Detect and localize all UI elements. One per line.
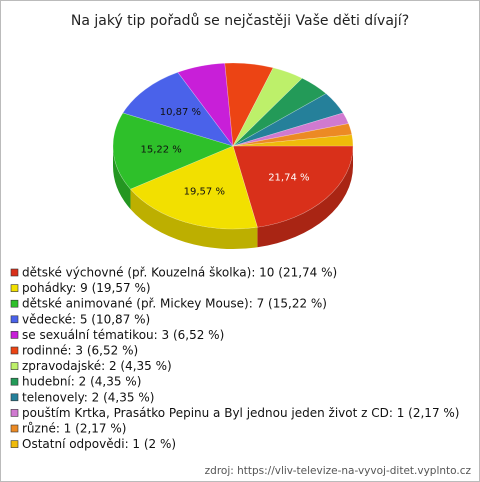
legend-label: se sexuální tématikou: 3 (6,52 %) [22,328,224,342]
legend-swatch [10,424,19,433]
slice [232,77,327,147]
legend-label: hudební: 2 (4,35 %) [22,375,141,389]
legend-swatch [10,299,19,308]
source: zdroj: https://vliv-televize-na-vyvoj-di… [205,465,472,477]
legend-swatch [10,346,19,355]
legend-swatch [10,377,19,386]
slice-side [130,189,258,249]
slice-side [113,146,131,210]
legend-label: různé: 1 (2,17 %) [22,422,126,436]
slice [232,134,354,147]
slice [232,112,349,147]
slice [112,112,234,190]
slice [224,62,274,148]
slice [232,67,303,147]
legend-swatch [10,331,19,339]
slice-label: 15,22 % [141,144,182,155]
legend-swatch [10,362,19,370]
legend-label: rodinné: 3 (6,52 %) [22,344,138,358]
legend-label: telenovely: 2 (4,35 %) [22,390,154,404]
slice [232,123,353,147]
slice-label: 10,87 % [160,107,201,118]
slice [177,62,234,148]
legend-label: vědecké: 5 (10,87 %) [22,312,150,326]
slice [129,145,258,230]
slice-side [257,146,353,248]
legend-label: dětské animované (př. Mickey Mouse): 7 (… [22,297,327,311]
legend-swatch [10,268,19,277]
legend-swatch [10,315,19,324]
slice [122,71,234,147]
legend-swatch [10,440,19,448]
slice [232,93,344,147]
legend-label: pohádky: 9 (19,57 %) [22,281,151,295]
legend-label: zpravodajské: 2 (4,35 %) [22,359,172,373]
legend-swatch [10,409,19,417]
slice-label: 19,57 % [184,187,225,198]
slice [232,145,354,228]
legend-label: pouštím Krtka, Prasátko Pepinu a Byl jed… [22,406,459,420]
chart-title: Na jaký tip pořadů se nejčastěji Vaše dě… [71,13,409,29]
legend-label: dětské výchovné (př. Kouzelná školka): 1… [22,266,337,280]
slice-label: 21,74 % [268,172,309,183]
legend-swatch [10,393,19,402]
legend-label: Ostatní odpovědi: 1 (2 %) [22,437,176,451]
legend-swatch [10,284,19,292]
